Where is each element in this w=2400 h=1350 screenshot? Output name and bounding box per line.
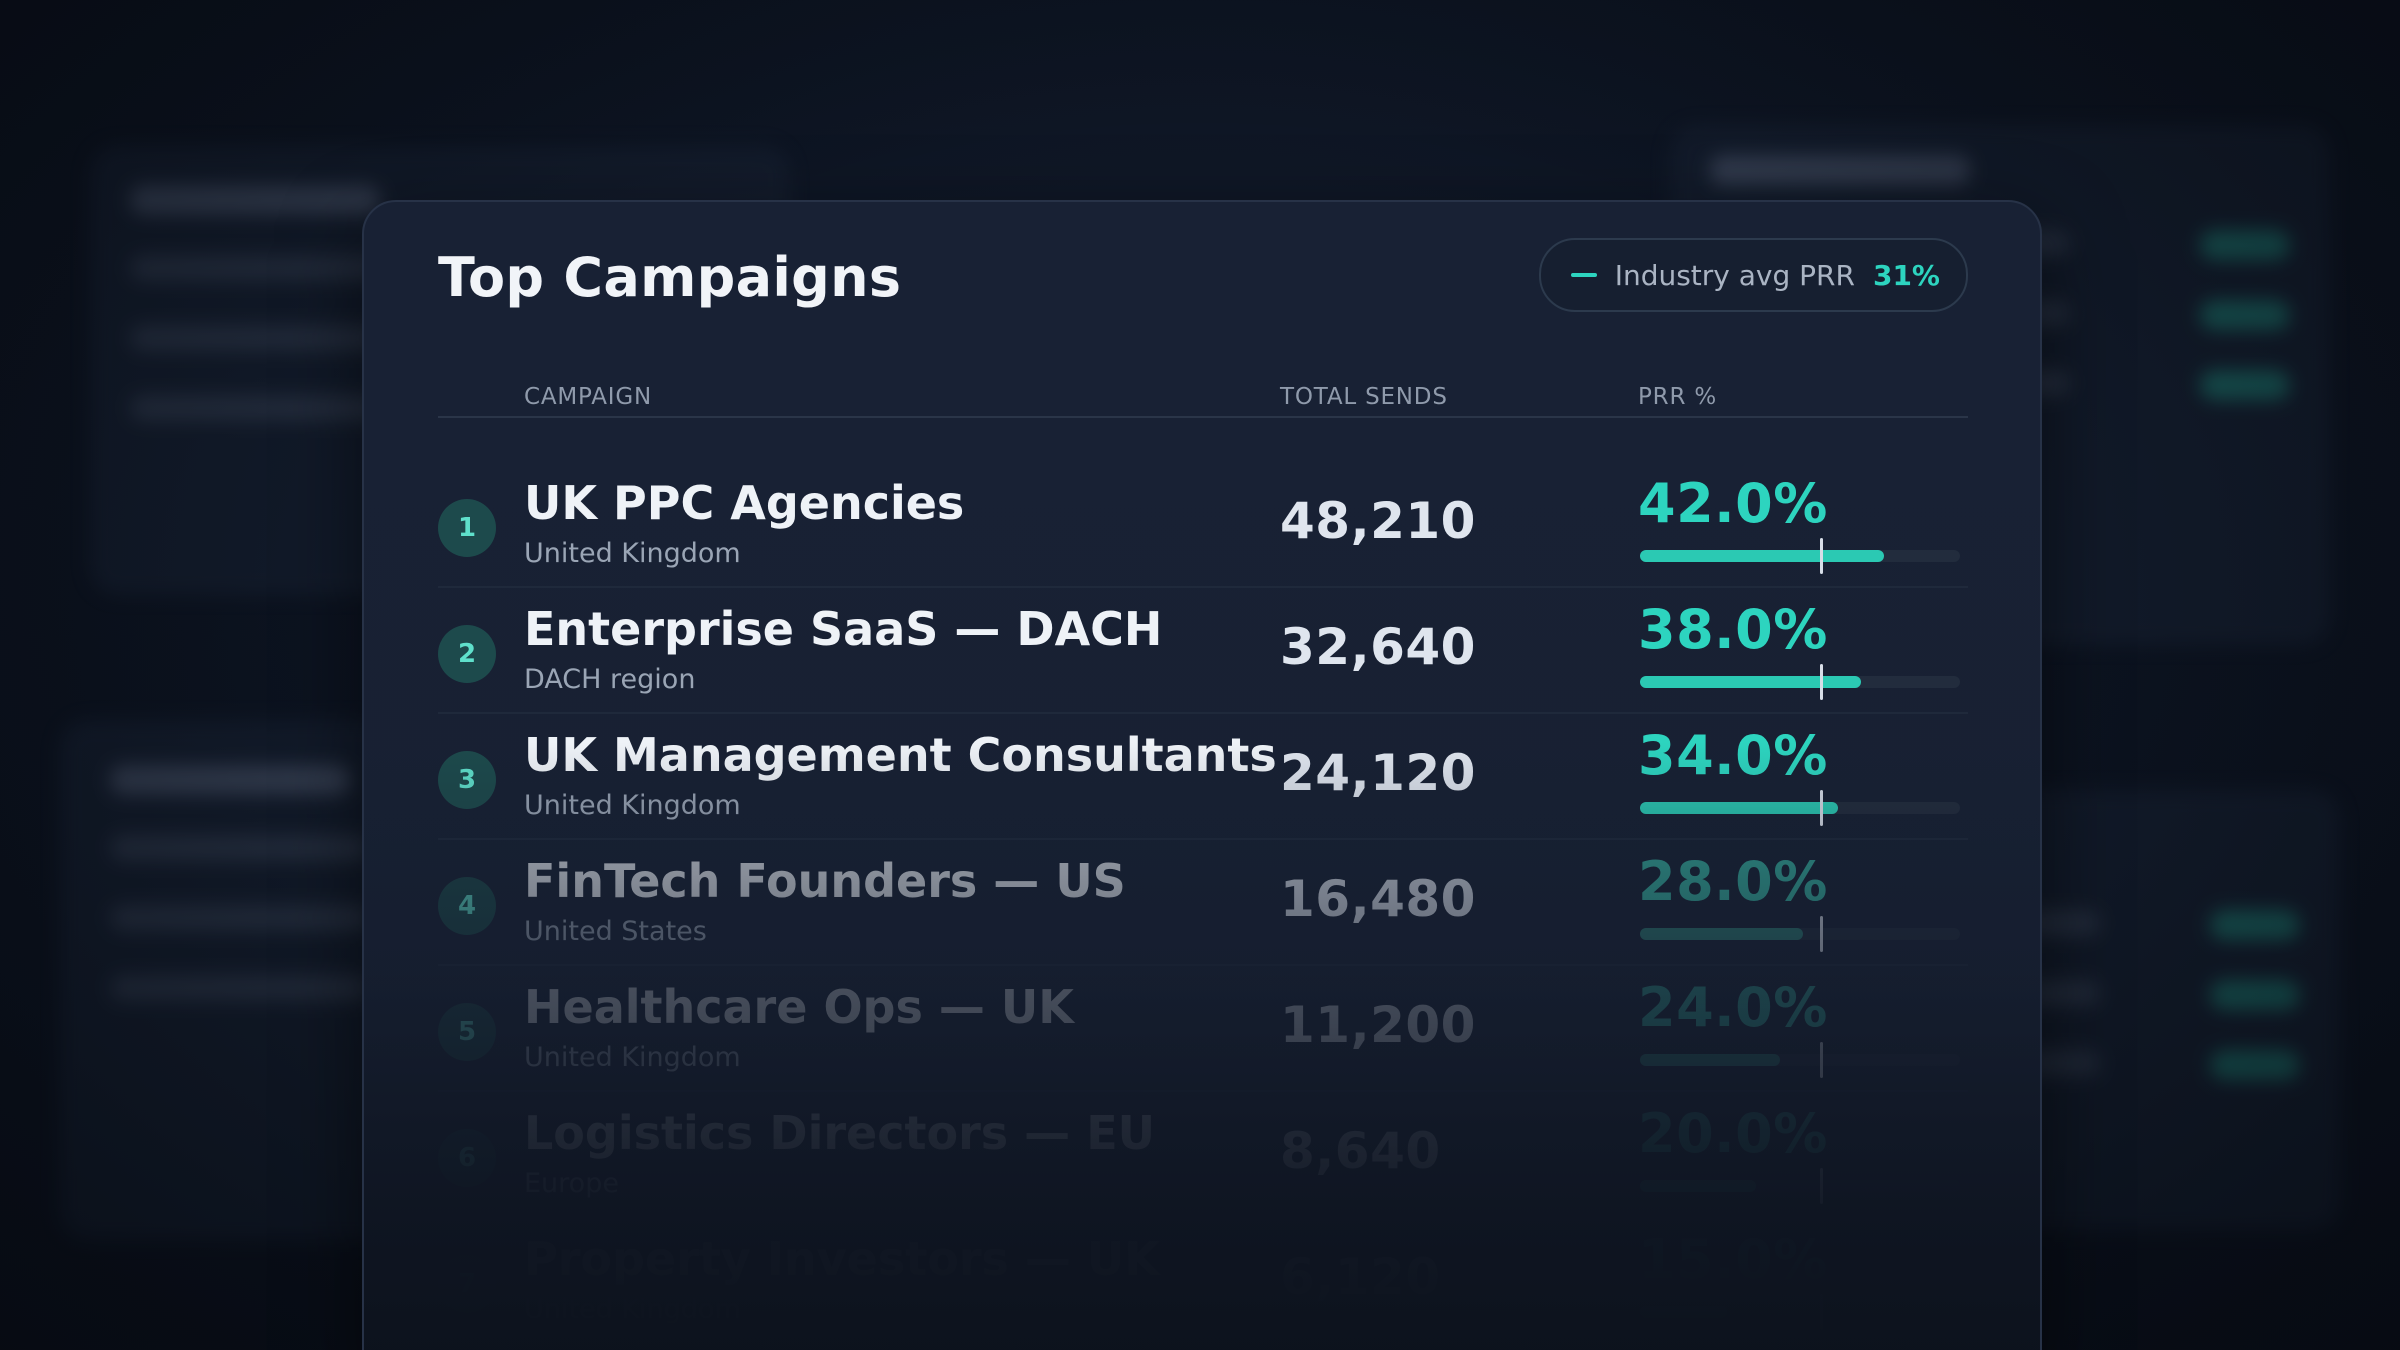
prr-value: 34.0% (1638, 724, 1828, 787)
prr-bar-fill (1640, 928, 1803, 940)
industry-avg-marker (1820, 1294, 1823, 1330)
header-divider (438, 416, 1968, 418)
campaign-region: United Kingdom (524, 1294, 741, 1325)
rank-badge: 4 (438, 877, 496, 935)
column-header-total-sends[interactable]: TOTAL SENDS (1280, 384, 1448, 410)
prr-bar-track (1640, 1294, 1960, 1330)
industry-avg-marker (1820, 916, 1823, 952)
prr-bar-fill (1640, 1054, 1780, 1066)
total-sends-value: 6,120 (1280, 1248, 1441, 1306)
total-sends-value: 11,200 (1280, 996, 1476, 1054)
prr-value: 15.0% (1638, 1228, 1828, 1291)
industry-avg-marker (1820, 538, 1823, 574)
prr-bar-track (1640, 1168, 1960, 1204)
prr-value: 24.0% (1638, 976, 1828, 1039)
campaign-row[interactable]: 2 Enterprise SaaS — DACH DACH region 32,640… (438, 588, 1968, 714)
campaign-row[interactable]: 1 UK PPC Agencies United Kingdom 48,210 42.0… (438, 462, 1968, 588)
prr-bar-fill (1640, 802, 1838, 814)
prr-bar-track (1640, 664, 1960, 700)
prr-bar-fill (1640, 1306, 1727, 1318)
total-sends-value: 24,120 (1280, 744, 1476, 802)
prr-bar-fill (1640, 676, 1861, 688)
column-header-campaign[interactable]: CAMPAIGN (524, 384, 652, 410)
industry-avg-badge: Industry avg PRR 31% (1538, 238, 1968, 312)
rank-badge: 3 (438, 751, 496, 809)
rank-badge: 6 (438, 1129, 496, 1187)
prr-bar-fill (1640, 550, 1884, 562)
campaign-row[interactable]: 6 Logistics Directors — EU Europe 8,640 20.0… (438, 1092, 1968, 1218)
prr-bar-track (1640, 916, 1960, 952)
campaign-name[interactable]: Enterprise SaaS — DACH (524, 602, 1163, 656)
avg-line-icon (1570, 273, 1597, 277)
prr-bar-track (1640, 790, 1960, 826)
campaign-region: Europe (524, 1168, 619, 1199)
campaign-name[interactable]: Healthcare Ops — UK (524, 980, 1074, 1034)
industry-avg-value: 31% (1872, 258, 1940, 292)
campaign-region: DACH region (524, 664, 696, 695)
industry-avg-marker (1820, 1168, 1823, 1204)
prr-value: 28.0% (1638, 850, 1828, 913)
campaign-list: 1 UK PPC Agencies United Kingdom 48,210 42.0… (438, 462, 1968, 1344)
total-sends-value: 8,640 (1280, 1122, 1441, 1180)
campaign-name[interactable]: Property Investors — UK (524, 1232, 1160, 1286)
column-header-prr[interactable]: PRR % (1638, 384, 1717, 410)
rank-badge: 7 (438, 1255, 496, 1313)
industry-avg-marker (1820, 664, 1823, 700)
rank-badge: 1 (438, 499, 496, 557)
table-header: CAMPAIGN TOTAL SENDS PRR % (438, 362, 1968, 442)
prr-bar-fill (1640, 1180, 1756, 1192)
campaign-row[interactable]: 5 Healthcare Ops — UK United Kingdom 11,200… (438, 966, 1968, 1092)
campaign-row[interactable]: 3 UK Management Consultants United Kingdom… (438, 714, 1968, 840)
industry-avg-label: Industry avg PRR (1614, 258, 1855, 292)
campaign-name[interactable]: FinTech Founders — US (524, 854, 1126, 908)
prr-bar-track (1640, 538, 1960, 574)
card-title: Top Campaigns (438, 246, 902, 309)
campaign-region: United Kingdom (524, 538, 741, 569)
rank-badge: 5 (438, 1003, 496, 1061)
campaign-name[interactable]: UK Management Consultants (524, 728, 1277, 782)
campaign-row[interactable]: 4 FinTech Founders — US United States 16,48… (438, 840, 1968, 966)
rank-badge: 2 (438, 625, 496, 683)
campaign-row[interactable]: 7 Property Investors — UK United Kingdom 6,… (438, 1218, 1968, 1344)
prr-bar-track (1640, 1042, 1960, 1078)
top-campaigns-card: Top Campaigns Industry avg PRR 31% CAMPA… (362, 200, 2042, 1350)
prr-value: 20.0% (1638, 1102, 1828, 1165)
campaign-name[interactable]: Logistics Directors — EU (524, 1106, 1155, 1160)
prr-value: 38.0% (1638, 598, 1828, 661)
campaign-region: United Kingdom (524, 1042, 741, 1073)
campaign-region: United States (524, 916, 707, 947)
total-sends-value: 48,210 (1280, 492, 1476, 550)
industry-avg-marker (1820, 790, 1823, 826)
campaign-name[interactable]: UK PPC Agencies (524, 476, 965, 530)
total-sends-value: 32,640 (1280, 618, 1476, 676)
campaign-region: United Kingdom (524, 790, 741, 821)
total-sends-value: 16,480 (1280, 870, 1476, 928)
industry-avg-marker (1820, 1042, 1823, 1078)
prr-value: 42.0% (1638, 472, 1828, 535)
